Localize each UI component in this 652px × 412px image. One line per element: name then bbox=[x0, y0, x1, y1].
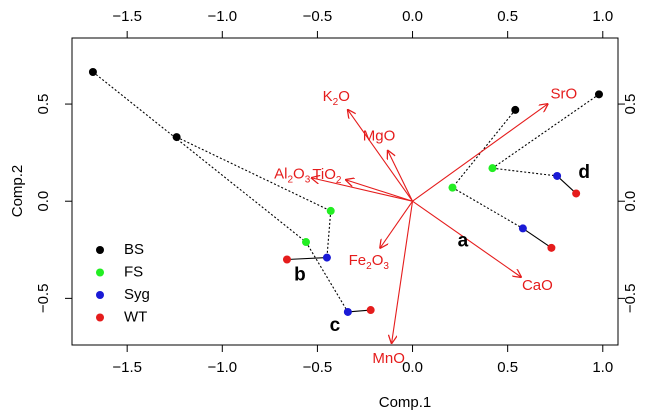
top-tick-label: −1.0 bbox=[207, 8, 237, 25]
loading-arrow bbox=[412, 104, 548, 202]
group-link bbox=[492, 93, 600, 169]
x-tick-label: 1.0 bbox=[592, 359, 613, 376]
loading-label: TiO2 bbox=[312, 166, 342, 186]
x-tick-label: 0.0 bbox=[402, 359, 423, 376]
group-link bbox=[492, 167, 558, 177]
top-tick-label: −1.5 bbox=[112, 8, 142, 25]
point bbox=[88, 68, 97, 77]
point bbox=[172, 133, 181, 142]
top-tick-label: 0.0 bbox=[402, 8, 423, 25]
legend-marker bbox=[96, 246, 104, 254]
loading-label: MgO bbox=[363, 127, 396, 144]
x-axis-label: Comp.1 bbox=[379, 394, 432, 411]
group-label: a bbox=[458, 230, 469, 251]
group-link bbox=[452, 109, 516, 188]
legend-label: FS bbox=[124, 263, 143, 280]
legend-label: Syg bbox=[124, 286, 150, 303]
point bbox=[594, 90, 603, 99]
loading-arrow bbox=[346, 180, 413, 202]
point bbox=[326, 206, 335, 215]
y-tick-label: 0.5 bbox=[35, 94, 52, 115]
loading-arrow bbox=[348, 110, 413, 202]
point bbox=[572, 189, 581, 198]
loading-label: SrO bbox=[551, 86, 578, 103]
legend-label: BS bbox=[124, 241, 144, 258]
point bbox=[343, 307, 352, 316]
loading-arrow bbox=[412, 200, 521, 277]
right-tick-label: 0.5 bbox=[622, 94, 639, 115]
x-tick-label: 0.5 bbox=[497, 359, 518, 376]
loading-arrow bbox=[380, 200, 413, 248]
loading-label: MnO bbox=[372, 350, 405, 367]
group-label: b bbox=[294, 265, 306, 286]
x-tick-label: −1.5 bbox=[112, 359, 142, 376]
point bbox=[302, 238, 310, 247]
point bbox=[518, 224, 527, 233]
legend-marker bbox=[96, 291, 104, 299]
group-link bbox=[326, 210, 332, 258]
point bbox=[448, 183, 457, 192]
loading-arrow bbox=[312, 178, 413, 202]
loading-arrow bbox=[388, 151, 414, 202]
point bbox=[366, 306, 375, 315]
group-link bbox=[92, 71, 307, 243]
top-tick-label: 1.0 bbox=[592, 8, 613, 25]
group-label: d bbox=[578, 162, 590, 183]
point bbox=[322, 253, 331, 262]
plot-frame bbox=[71, 37, 619, 346]
legend-marker bbox=[96, 268, 104, 277]
loading-label: Al2O3 bbox=[274, 165, 311, 185]
group-link bbox=[305, 241, 349, 313]
right-tick-label: 0.0 bbox=[622, 191, 639, 212]
group-link bbox=[556, 175, 577, 194]
x-tick-label: −0.5 bbox=[303, 359, 333, 376]
y-axis-label: Comp.2 bbox=[9, 165, 26, 218]
loading-label: CaO bbox=[522, 277, 553, 294]
y-tick-label: 0.0 bbox=[35, 191, 52, 212]
legend-label: WT bbox=[124, 308, 147, 325]
group-link bbox=[452, 187, 524, 229]
loading-label: Fe2O3 bbox=[349, 252, 390, 272]
group-label: c bbox=[330, 315, 341, 336]
point bbox=[553, 171, 562, 180]
loading-label: K2O bbox=[323, 88, 350, 108]
point bbox=[547, 243, 556, 252]
loading-arrow bbox=[392, 201, 414, 343]
right-tick-label: −0.5 bbox=[622, 284, 639, 314]
group-link bbox=[522, 227, 552, 249]
group-link bbox=[176, 136, 331, 212]
legend-marker bbox=[96, 313, 104, 322]
point bbox=[488, 164, 497, 173]
group-link bbox=[286, 257, 327, 261]
point bbox=[511, 105, 520, 114]
point bbox=[282, 255, 291, 264]
top-tick-label: 0.5 bbox=[497, 8, 518, 25]
x-tick-label: −1.0 bbox=[207, 359, 237, 376]
y-tick-label: −0.5 bbox=[35, 284, 52, 314]
top-tick-label: −0.5 bbox=[303, 8, 333, 25]
